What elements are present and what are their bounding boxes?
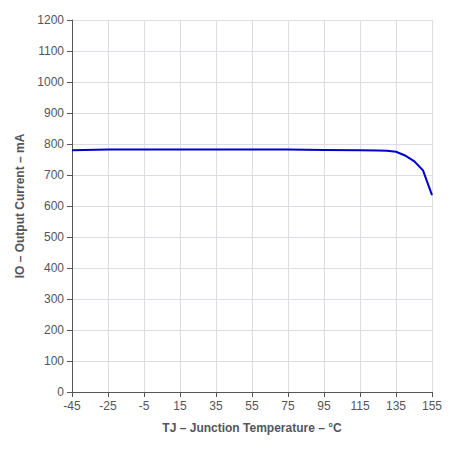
svg-text:200: 200 <box>44 323 64 337</box>
svg-text:-5: -5 <box>139 399 150 413</box>
svg-text:0: 0 <box>57 385 64 399</box>
svg-text:135: 135 <box>386 399 406 413</box>
svg-text:55: 55 <box>245 399 259 413</box>
svg-text:500: 500 <box>44 230 64 244</box>
svg-text:-45: -45 <box>63 399 81 413</box>
svg-text:900: 900 <box>44 106 64 120</box>
svg-text:1200: 1200 <box>37 13 64 27</box>
svg-text:IO – Output Current – mA: IO – Output Current – mA <box>13 133 27 278</box>
svg-text:35: 35 <box>209 399 223 413</box>
svg-text:1100: 1100 <box>38 44 64 58</box>
svg-text:300: 300 <box>44 292 64 306</box>
svg-text:155: 155 <box>422 399 442 413</box>
svg-text:-25: -25 <box>99 399 117 413</box>
svg-text:TJ – Junction Temperature – °C: TJ – Junction Temperature – °C <box>162 421 342 435</box>
svg-text:600: 600 <box>44 199 64 213</box>
svg-text:1000: 1000 <box>37 75 64 89</box>
svg-text:700: 700 <box>44 168 64 182</box>
svg-text:400: 400 <box>44 261 64 275</box>
svg-text:100: 100 <box>44 354 64 368</box>
svg-text:75: 75 <box>281 399 295 413</box>
svg-text:15: 15 <box>173 399 187 413</box>
svg-text:95: 95 <box>317 399 331 413</box>
svg-text:115: 115 <box>350 399 369 413</box>
svg-text:800: 800 <box>44 137 64 151</box>
